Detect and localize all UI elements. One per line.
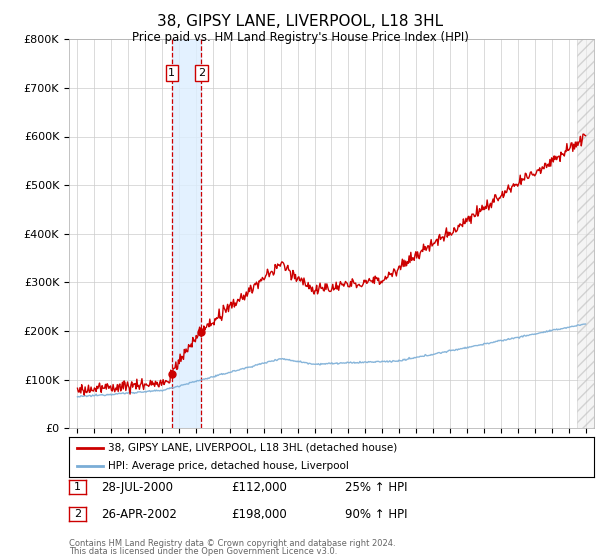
Text: 1: 1 bbox=[168, 68, 175, 78]
Text: 38, GIPSY LANE, LIVERPOOL, L18 3HL: 38, GIPSY LANE, LIVERPOOL, L18 3HL bbox=[157, 14, 443, 29]
Text: 25% ↑ HPI: 25% ↑ HPI bbox=[345, 480, 407, 494]
Text: £112,000: £112,000 bbox=[231, 480, 287, 494]
Text: Contains HM Land Registry data © Crown copyright and database right 2024.: Contains HM Land Registry data © Crown c… bbox=[69, 539, 395, 548]
Text: Price paid vs. HM Land Registry's House Price Index (HPI): Price paid vs. HM Land Registry's House … bbox=[131, 31, 469, 44]
Text: 28-JUL-2000: 28-JUL-2000 bbox=[101, 480, 173, 494]
Text: HPI: Average price, detached house, Liverpool: HPI: Average price, detached house, Live… bbox=[109, 461, 349, 471]
Bar bbox=[577, 39, 594, 428]
Text: 1: 1 bbox=[74, 482, 81, 492]
Text: 2: 2 bbox=[74, 509, 81, 519]
Bar bbox=[172, 39, 202, 428]
Text: 2: 2 bbox=[198, 68, 205, 78]
Text: This data is licensed under the Open Government Licence v3.0.: This data is licensed under the Open Gov… bbox=[69, 547, 337, 556]
Text: 38, GIPSY LANE, LIVERPOOL, L18 3HL (detached house): 38, GIPSY LANE, LIVERPOOL, L18 3HL (deta… bbox=[109, 443, 398, 452]
Text: £198,000: £198,000 bbox=[231, 507, 287, 521]
Text: 26-APR-2002: 26-APR-2002 bbox=[101, 507, 176, 521]
Text: 90% ↑ HPI: 90% ↑ HPI bbox=[345, 507, 407, 521]
